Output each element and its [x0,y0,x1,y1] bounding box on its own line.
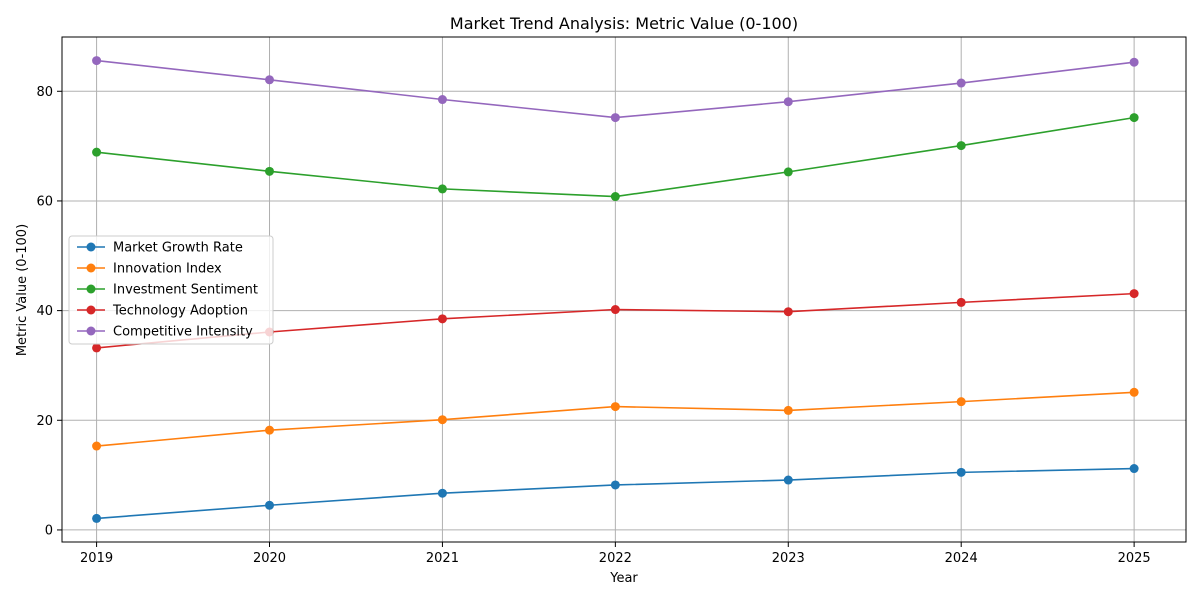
data-point [610,305,620,315]
x-axis-title: Year [609,571,638,586]
data-point [1129,57,1139,67]
legend-item: Innovation Index [77,262,222,277]
legend-item: Market Growth Rate [77,241,243,256]
series-1 [92,387,1139,451]
data-point [1129,113,1139,123]
y-tick-label: 60 [36,194,53,209]
legend-label: Technology Adoption [112,304,248,319]
data-point [92,56,102,66]
series-layer [92,56,1139,523]
legend-item: Technology Adoption [77,304,248,319]
y-tick-label: 40 [36,304,53,319]
data-point [1129,289,1139,299]
legend: Market Growth Rate Innovation Index Invest… [68,235,274,345]
legend-swatch-marker [86,263,96,273]
data-point [956,397,966,407]
data-point [956,467,966,477]
legend-swatch-marker [86,326,96,336]
data-point [437,95,447,105]
plot-frame [61,36,1187,543]
data-point [783,307,793,317]
x-tick-label: 2023 [772,551,805,566]
series-0 [92,464,1139,523]
data-point [956,78,966,88]
data-point [265,500,275,510]
data-point [92,147,102,157]
data-point [437,415,447,425]
chart-title: Market Trend Analysis: Metric Value (0-1… [450,14,798,33]
y-axis: 0 20 40 60 80 [36,85,62,538]
legend-item: Competitive Intensity [77,325,253,340]
data-point [92,513,102,523]
data-point [92,441,102,451]
data-point [610,480,620,490]
x-tick-label: 2024 [945,551,978,566]
data-point [783,475,793,485]
legend-label: Investment Sentiment [113,283,258,298]
data-point [783,405,793,415]
legend-item: Investment Sentiment [77,283,258,298]
data-point [783,97,793,107]
legend-swatch-marker [86,284,96,294]
legend-label: Innovation Index [113,262,222,277]
data-point [265,425,275,435]
y-axis-title: Metric Value (0-100) [15,224,30,356]
data-point [265,166,275,176]
grid [62,37,1186,542]
legend-label: Competitive Intensity [113,325,253,340]
data-point [92,343,102,353]
data-point [956,141,966,151]
data-point [437,488,447,498]
legend-swatch-marker [86,305,96,315]
data-point [783,167,793,177]
x-axis: 2019 2020 2021 2022 2023 2024 2025 [80,542,1151,566]
y-tick-label: 0 [45,523,53,538]
data-point [610,402,620,412]
x-tick-label: 2021 [426,551,459,566]
data-point [437,184,447,194]
legend-swatch-marker [86,242,96,252]
x-tick-label: 2025 [1118,551,1151,566]
x-tick-label: 2022 [599,551,632,566]
legend-box [68,235,274,345]
series-2 [92,113,1139,202]
series-4 [92,56,1139,123]
data-point [956,297,966,307]
x-tick-label: 2020 [253,551,286,566]
data-point [610,113,620,123]
data-point [1129,387,1139,397]
data-point [265,75,275,85]
x-tick-label: 2019 [80,551,113,566]
data-point [1129,464,1139,474]
data-point [437,314,447,324]
y-tick-label: 80 [36,85,53,100]
legend-label: Market Growth Rate [113,241,243,256]
data-point [610,192,620,202]
y-tick-label: 20 [36,414,53,429]
